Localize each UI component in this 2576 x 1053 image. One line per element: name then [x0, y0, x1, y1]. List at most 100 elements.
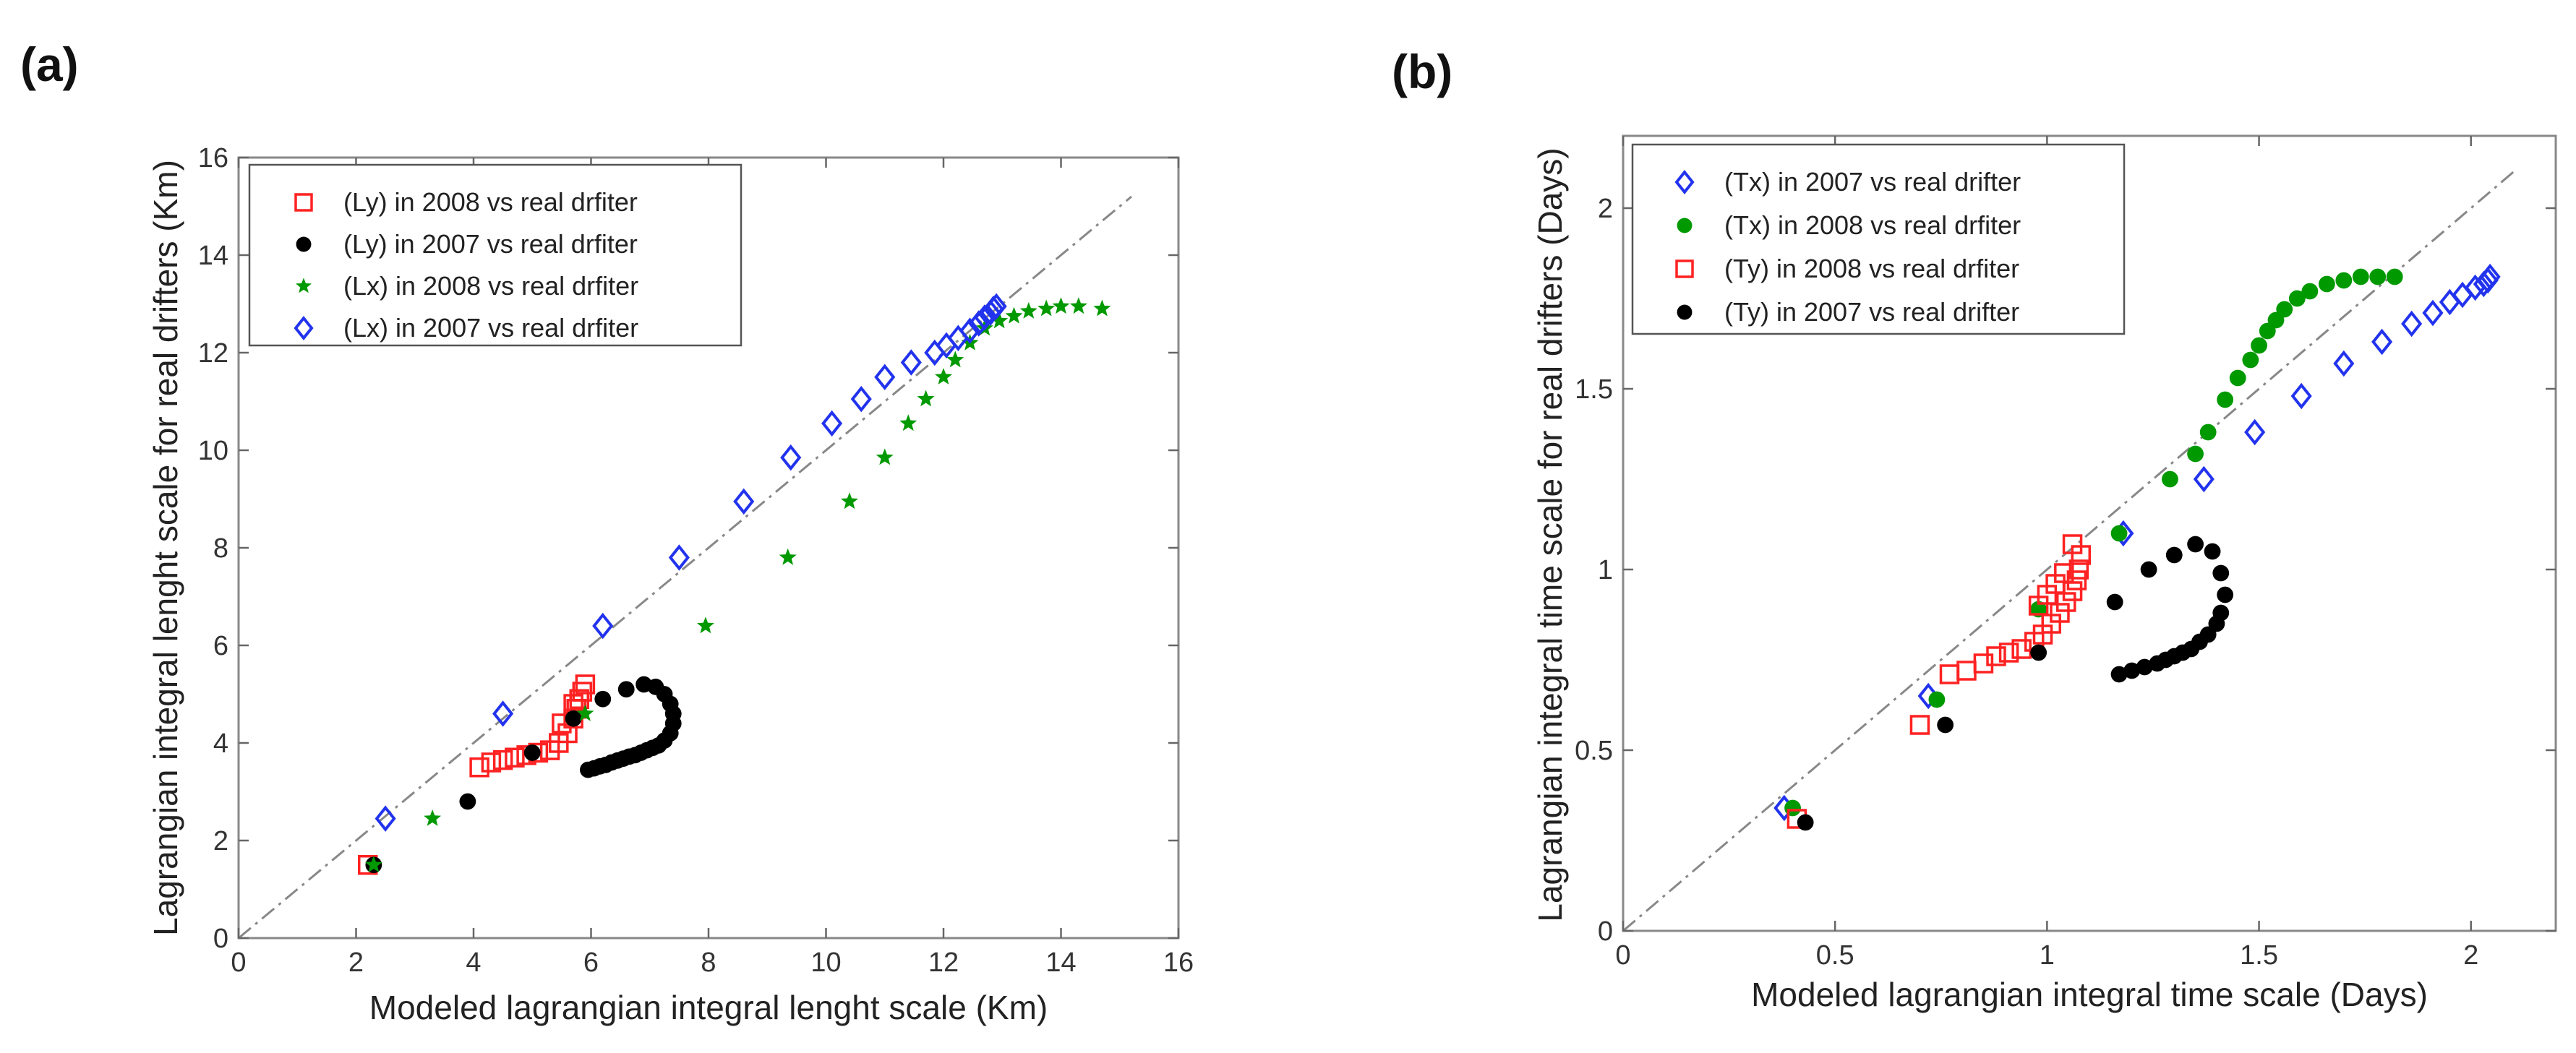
panel-a-xtick-label: 14 [1045, 947, 1076, 978]
panel-b-point-square [2068, 559, 2089, 580]
panel-a-legend-entry: (Lx) in 2007 vs real drfiter [294, 313, 638, 343]
panel-a-ytick-label: 16 [198, 143, 228, 173]
panel-b-ytick-label: 0 [1598, 916, 1613, 947]
panel-a-point-star [576, 704, 594, 721]
panel-a-point-star [364, 856, 382, 872]
panel-b-point-square [2011, 639, 2032, 659]
panel-b-point-circle [2110, 525, 2128, 542]
panel-b-point-circle [2301, 283, 2319, 300]
panel-b-point-circle [2229, 369, 2246, 387]
panel-b-point-circle [2212, 564, 2230, 582]
panel-a-legend-entries: (Ly) in 2008 vs real drfiter (Ly) in 2007… [294, 187, 638, 343]
panel-b-point-diamond [2479, 263, 2501, 291]
panel-a-point-diamond [850, 385, 872, 413]
panel-b-point-circle [2030, 644, 2047, 661]
panel-a-ytick-label: 6 [213, 631, 228, 661]
panel-b-point-square [1986, 646, 2006, 666]
panel-b-point-circle [2106, 593, 2123, 611]
panel-b-point-circle [1928, 691, 1946, 708]
panel-b-point-circle [2149, 655, 2166, 672]
panel-a-series-2 [365, 676, 682, 874]
panel-a-point-circle [459, 793, 476, 810]
panel-b-point-square [2054, 563, 2074, 583]
panel-a-point-circle [580, 761, 596, 778]
panel-a-point-star [424, 809, 442, 826]
panel-b-legend-entry: (Ty) in 2008 vs real drfiter [1675, 254, 2019, 283]
panel-b-point-circle [2386, 268, 2403, 285]
panel-b-point-circle [1937, 716, 1954, 734]
panel-a-point-star [899, 414, 917, 431]
panel-a-point-star [935, 368, 952, 384]
panel-b-legend-entry: (Tx) in 2007 vs real drifter [1674, 167, 2021, 197]
panel-b-reference-line [1622, 171, 2515, 932]
panel-b-point-diamond [2244, 418, 2266, 446]
panel-a-ylabel: Lagrangian integral lenght scale for rea… [147, 160, 184, 936]
panel-b-marks [1773, 263, 2501, 831]
panel-a-xtick-label: 4 [466, 947, 481, 978]
panel-b-point-circle [2276, 301, 2293, 318]
panel-a-point-star [946, 351, 964, 368]
panel-a-point-square [481, 752, 502, 773]
panel-b-ytick-label: 0.5 [1575, 736, 1613, 766]
panel-a-legend-entry: (Lx) in 2008 vs real drfiter [296, 271, 638, 301]
panel-a-legend: (Ly) in 2008 vs real drfiter (Ly) in 2007… [248, 163, 743, 347]
panel-a-point-diamond [733, 488, 755, 515]
panel-a-marks [358, 293, 1111, 875]
panel-b-legend-label: (Ty) in 2008 vs real drfiter [1724, 254, 2019, 283]
panel-b-xtick-label: 0.5 [1816, 940, 1854, 971]
panel-b-series-3 [1786, 534, 2092, 829]
panel-b-point-diamond [2290, 382, 2312, 410]
panel-b-point-circle [2251, 337, 2267, 354]
panel-b-legend-label: (Ty) in 2007 vs real drifter [1724, 297, 2019, 327]
panel-a-legend-marker-circle [296, 236, 312, 252]
panel-b-point-diamond [2401, 310, 2423, 338]
panel-a-xtick-label: 6 [583, 947, 599, 978]
panel-a-point-star [1093, 299, 1111, 317]
panel-a-point-circle [594, 690, 612, 708]
panel-b-point-circle [2165, 546, 2183, 564]
panel-a-point-star [1037, 299, 1056, 317]
panel-b-point-square [1973, 653, 1994, 674]
panel-b-point-diamond [2371, 328, 2393, 356]
panel-a-point-star [1052, 297, 1070, 314]
panel-b-legend-marker-circle [1677, 218, 1693, 233]
panel-a-ytick-label: 0 [213, 924, 228, 954]
panel-b-point-circle [2187, 445, 2204, 463]
panel-a: (a) 0 2 4 6 8 10 12 14 16 0 2 4 6 8 10 12 14 16 Modeled l… [20, 38, 1194, 1026]
panel-a-point-diamond [874, 364, 896, 390]
panel-a-point-star [841, 492, 858, 510]
panel-b-legend-marker-square [1675, 259, 1694, 278]
panel-b-point-square [2056, 592, 2076, 612]
panel-a-point-diamond [900, 349, 922, 376]
panel-b-ylabel: Lagrangian integral time scale for real … [1531, 147, 1569, 921]
panel-b: (b) 0 0.5 1 1.5 2 0 0.5 1 1.5 2 Modeled lagrangia… [1392, 45, 2557, 1013]
panel-a-point-diamond [985, 293, 1007, 320]
panel-a-xlabel: Modeled lagrangian integral lenght scale… [369, 989, 1048, 1026]
panel-a-point-diamond [592, 612, 614, 640]
panel-a-xtick-label: 0 [231, 947, 246, 978]
panel-b-point-circle [2187, 536, 2204, 553]
panel-a-legend-entry: (Ly) in 2008 vs real drfiter [294, 187, 638, 217]
panel-b-point-circle [2217, 586, 2234, 603]
panel-a-point-star [779, 548, 797, 565]
panel-a-point-diamond [959, 317, 981, 344]
panel-b-point-circle [2369, 268, 2387, 285]
panel-b-series-2 [1784, 268, 2403, 817]
panel-a-ytick-label: 14 [198, 241, 228, 271]
panel-b-point-square [1998, 642, 2019, 663]
panel-b-legend-entry: (Tx) in 2008 vs real drfiter [1677, 210, 2021, 240]
panel-b-legend: (Tx) in 2007 vs real drifter (Tx) in 2008… [1631, 143, 2126, 335]
panel-b-point-diamond [2333, 350, 2355, 377]
panel-a-point-square [505, 747, 525, 768]
panel-b-point-circle [2123, 662, 2141, 679]
panel-b-xtick-label: 1.5 [2240, 940, 2278, 971]
panel-a-point-star [1005, 306, 1023, 324]
panel-b-ytick-label: 1 [1598, 555, 1613, 585]
panel-b-point-circle [1797, 814, 1814, 831]
panel-b-point-square [2050, 603, 2070, 623]
panel-b-xtick-label: 1 [2040, 940, 2055, 971]
panel-a-point-square [575, 674, 596, 695]
panel-a-series-4 [375, 293, 1007, 832]
panel-a-xtick-label: 12 [928, 947, 959, 978]
